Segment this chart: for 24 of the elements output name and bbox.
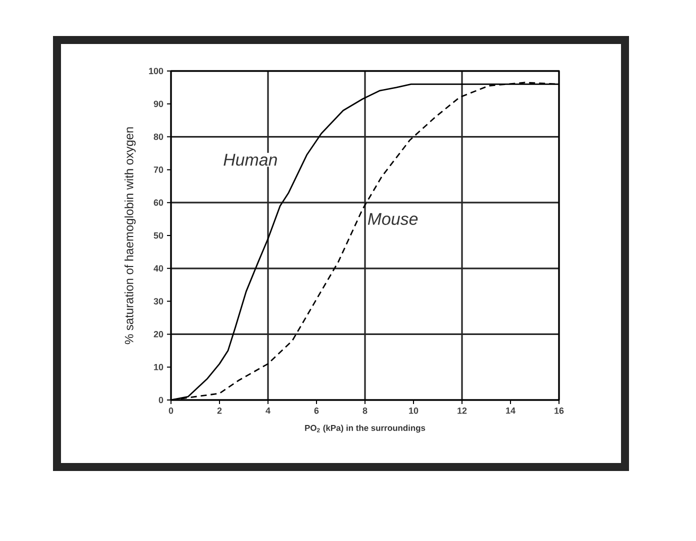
y-tick-label: 90: [154, 100, 164, 108]
y-tick-label: 80: [154, 134, 164, 140]
y-tick-label: 60: [154, 199, 164, 206]
x-tick-label: 14: [506, 408, 516, 414]
x-tick-label: 10: [409, 408, 418, 414]
y-tick-label: 0: [158, 396, 164, 404]
y-tick-label: 20: [154, 331, 164, 338]
y-tick-label: 30: [154, 298, 164, 304]
x-tick-label: 4: [266, 408, 270, 414]
x-axis-title: PO$_{2}$ (kPa) in the surroundings: [305, 424, 426, 433]
series-label: Mouse: [368, 213, 418, 225]
y-tick-label: 100: [149, 68, 164, 74]
x-tick-label: 8: [362, 408, 368, 414]
y-tick-label: 50: [154, 232, 164, 239]
series-label: Human: [224, 154, 277, 166]
x-tick-label: 16: [554, 408, 564, 414]
x-tick-label: 12: [458, 408, 467, 414]
y-tick-label: 40: [154, 265, 164, 272]
x-tick-label: 2: [217, 408, 222, 414]
y-axis-title: % saturation of haemoglobin with oxygen: [124, 127, 136, 344]
x-tick-label: 6: [314, 408, 319, 414]
y-tick-label: 70: [154, 166, 164, 173]
x-tick-label: 0: [168, 408, 174, 414]
y-tick-label: 10: [154, 364, 164, 370]
